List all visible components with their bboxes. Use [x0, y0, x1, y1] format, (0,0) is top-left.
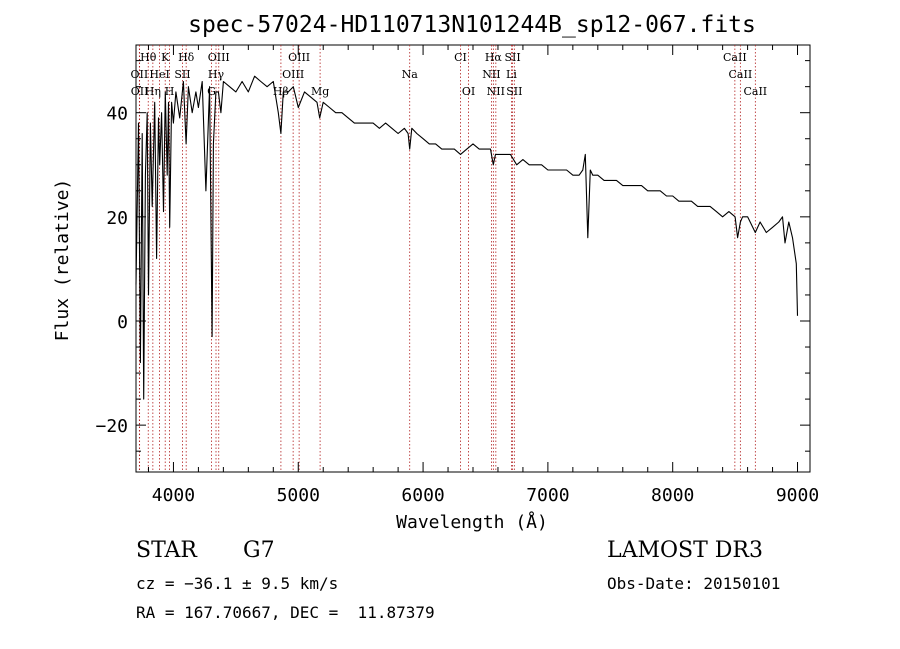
- x-tick-label: 8000: [651, 485, 694, 506]
- line-label: H: [165, 85, 175, 98]
- chart-title: spec-57024-HD110713N101244B_sp12-067.fit…: [188, 12, 756, 38]
- line-label: HeI: [149, 68, 169, 81]
- spectrum-line: [135, 75, 799, 400]
- line-label: CaII: [723, 51, 747, 64]
- y-tick-label: 20: [106, 208, 128, 229]
- survey-name: LAMOST DR3: [607, 538, 763, 563]
- y-axis-label: Flux (relative): [52, 179, 73, 342]
- line-label: CI: [454, 51, 467, 64]
- line-label: OI: [462, 85, 475, 98]
- line-label: K: [161, 51, 170, 64]
- y-tick-label: −20: [95, 416, 128, 437]
- redshift-info: cz = −36.1 ± 9.5 km/s: [136, 574, 339, 593]
- line-label: Li: [506, 68, 517, 81]
- line-label: SII: [506, 85, 522, 98]
- line-label: Na: [402, 68, 419, 81]
- line-label: OII: [131, 85, 149, 98]
- x-tick-label: 9000: [776, 485, 819, 506]
- y-axis-ticks: −20 0 20 40: [95, 60, 810, 452]
- line-label: OIII: [282, 68, 304, 81]
- line-label: SII: [504, 51, 520, 64]
- spectrum-series: [135, 75, 799, 400]
- y-tick-label: 40: [106, 104, 128, 125]
- line-label: SII: [174, 68, 190, 81]
- coordinates-info: RA = 167.70667, DEC = 11.87379: [136, 603, 435, 622]
- line-label: Mg: [311, 85, 329, 98]
- line-label: Hη: [145, 85, 161, 98]
- line-label: NII: [487, 85, 505, 98]
- observation-date: Obs-Date: 20150101: [607, 574, 781, 593]
- line-label: OIII: [208, 51, 230, 64]
- line-label: NII: [482, 68, 500, 81]
- x-tick-label: 7000: [526, 485, 569, 506]
- line-label: Hγ: [208, 68, 225, 81]
- x-axis-label: Wavelength (Å): [396, 511, 548, 533]
- line-label: G: [207, 85, 216, 98]
- spectral-line-markers: [138, 45, 756, 472]
- line-label: Hδ: [178, 51, 195, 64]
- line-label: CaII: [743, 85, 767, 98]
- object-class: STAR: [136, 538, 197, 563]
- line-label: OIII: [288, 51, 310, 64]
- x-axis-ticks: 4000 5000 6000 7000 8000 9000: [147, 45, 819, 506]
- x-tick-label: 5000: [277, 485, 320, 506]
- y-tick-label: 0: [117, 312, 128, 333]
- line-label: Hθ: [140, 51, 157, 64]
- x-tick-label: 4000: [152, 485, 195, 506]
- x-tick-label: 6000: [401, 485, 444, 506]
- line-label: Hα: [485, 51, 503, 64]
- line-label: OII: [131, 68, 149, 81]
- object-subclass: G7: [243, 538, 275, 563]
- plot-frame: [135, 44, 811, 473]
- line-label: CaII: [729, 68, 753, 81]
- line-label: Hβ: [273, 85, 289, 98]
